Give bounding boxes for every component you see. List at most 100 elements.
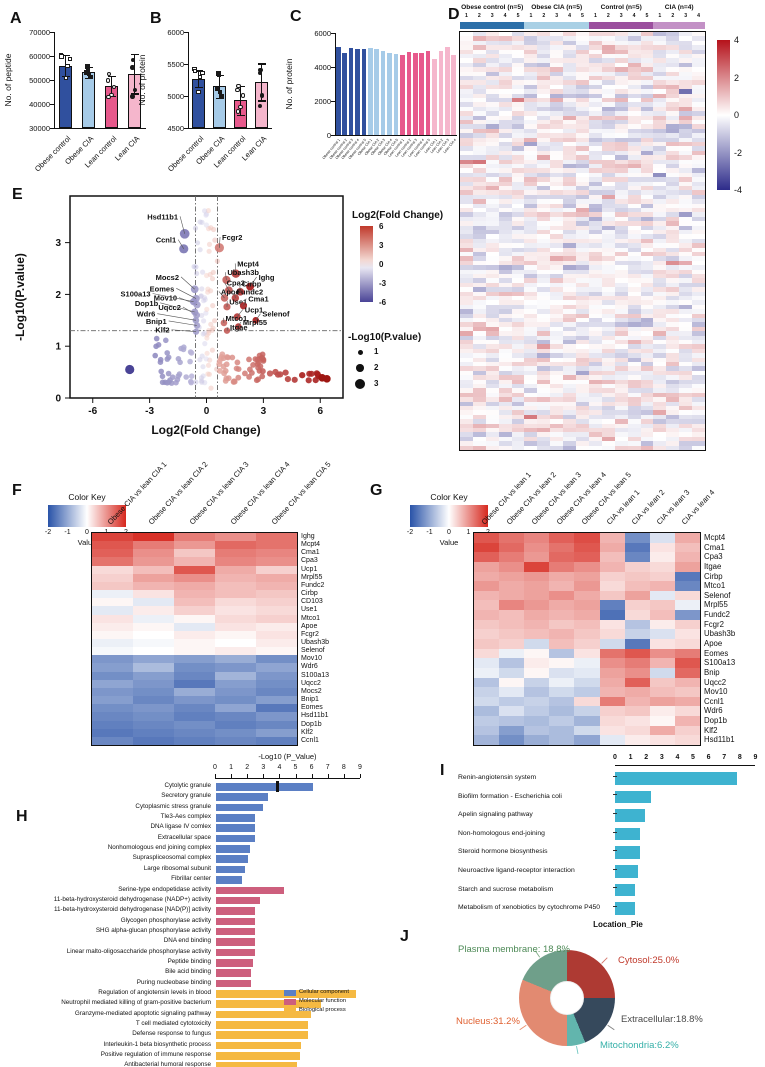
heatmap-cell <box>499 600 525 611</box>
heatmap-cell <box>574 552 600 563</box>
heatmap-cell <box>472 436 486 442</box>
bar <box>412 53 418 135</box>
heatmap-cell <box>498 318 512 323</box>
heatmap-cell <box>653 445 667 451</box>
heatmap-cell <box>599 677 625 688</box>
heatmap-cell <box>692 282 705 288</box>
bar-label: Nonhomologous end joining complex <box>107 844 211 852</box>
axis-tick <box>359 774 361 778</box>
heatmap-cell <box>601 181 615 187</box>
heatmap-cell <box>692 432 705 438</box>
heatmap-cell <box>679 150 693 156</box>
heatmap-cell <box>588 291 602 297</box>
heatmap-cell <box>215 671 256 681</box>
heatmap-cell <box>679 128 693 134</box>
heatmap-cell <box>537 309 551 314</box>
heatmap-cell <box>460 406 473 411</box>
heatmap-cell <box>460 384 473 389</box>
heatmap-cell <box>499 667 525 678</box>
axis-line <box>215 778 360 779</box>
heatmap-cell <box>640 67 654 72</box>
heatmap-cell <box>499 581 525 592</box>
bar <box>216 1031 308 1039</box>
heatmap-cell <box>666 49 680 55</box>
heatmap-cell <box>666 406 680 411</box>
bar-whisker <box>613 850 617 852</box>
heatmap-cell <box>588 89 602 94</box>
heatmap-cell <box>601 106 615 112</box>
heatmap-cell <box>601 80 615 86</box>
heatmap-cell <box>550 203 564 209</box>
heatmap-cell <box>614 366 628 372</box>
heatmap-cell <box>627 80 641 86</box>
heatmap-cell <box>256 598 297 607</box>
heatmap-cell <box>563 238 577 244</box>
heatmap-cell <box>472 260 486 266</box>
heatmap-cell <box>599 619 625 630</box>
heatmap-cell <box>679 155 693 160</box>
bar <box>216 907 255 915</box>
heatmap-cell <box>640 326 654 332</box>
heatmap-cell <box>640 256 654 262</box>
heatmap-cell <box>499 648 525 659</box>
heatmap-cell <box>524 542 550 553</box>
heatmap-cell <box>627 243 641 248</box>
heatmap-cell <box>174 712 215 721</box>
heatmap-cell <box>524 357 538 363</box>
heatmap-cell <box>624 552 650 563</box>
row-label: Cma1 <box>301 549 320 557</box>
heatmap-cell <box>640 309 654 314</box>
heatmap-cell <box>601 410 615 416</box>
heatmap-cell <box>627 76 641 81</box>
heatmap-cell <box>601 300 615 306</box>
heatmap-cell <box>499 677 525 688</box>
heatmap-cell <box>666 212 680 218</box>
heatmap-cell <box>588 335 602 341</box>
heatmap-cell <box>474 706 500 717</box>
heatmap-cell <box>614 102 628 108</box>
svg-text:Ccnl1: Ccnl1 <box>156 236 176 245</box>
bar-label: Cytolytic granule <box>164 782 211 789</box>
heatmap-cell <box>640 93 654 99</box>
row-label: Mrpl55 <box>704 600 728 610</box>
heatmap-cell <box>601 212 615 218</box>
heatmap-cell <box>614 67 628 72</box>
heatmap-cell <box>666 353 680 358</box>
heatmap-cell <box>524 106 538 112</box>
heatmap-cell <box>588 150 602 156</box>
y-tick <box>184 96 188 97</box>
svg-text:0: 0 <box>204 406 210 417</box>
heatmap-cell <box>614 234 628 240</box>
heatmap-cell <box>649 658 675 669</box>
heatmap-cell <box>133 671 174 681</box>
heatmap-cell <box>576 98 589 103</box>
heatmap-cell <box>627 313 641 319</box>
heatmap-cell <box>666 186 680 191</box>
heatmap-cell <box>649 610 675 621</box>
heatmap-cell <box>601 344 615 350</box>
heatmap-cell <box>498 225 512 231</box>
heatmap-cell <box>653 216 667 222</box>
heatmap-cell <box>537 71 551 77</box>
heatmap-cell <box>666 177 680 182</box>
data-point <box>109 92 114 98</box>
heatmap-cell <box>474 725 500 736</box>
heatmap-cell <box>92 581 133 591</box>
heatmap-cell <box>574 590 600 601</box>
heatmap-cell <box>692 366 705 372</box>
heatmap-cell <box>498 80 512 86</box>
heatmap-cell <box>692 208 705 213</box>
heatmap-cell <box>563 203 577 209</box>
heatmap-cell <box>692 423 705 429</box>
heatmap-cell <box>640 168 654 174</box>
heatmap-cell <box>614 287 628 292</box>
heatmap-cell <box>537 62 551 68</box>
heatmap-cell <box>653 181 667 187</box>
heatmap-cell <box>627 379 641 385</box>
heatmap-cell <box>576 168 589 174</box>
heatmap-cell <box>537 216 551 222</box>
heatmap-cell <box>537 269 551 275</box>
bar-label: 11-beta-hydroxysteroid dehydrogenase (NA… <box>53 895 211 903</box>
heatmap-cell <box>679 45 693 50</box>
heatmap-cell <box>601 164 615 169</box>
